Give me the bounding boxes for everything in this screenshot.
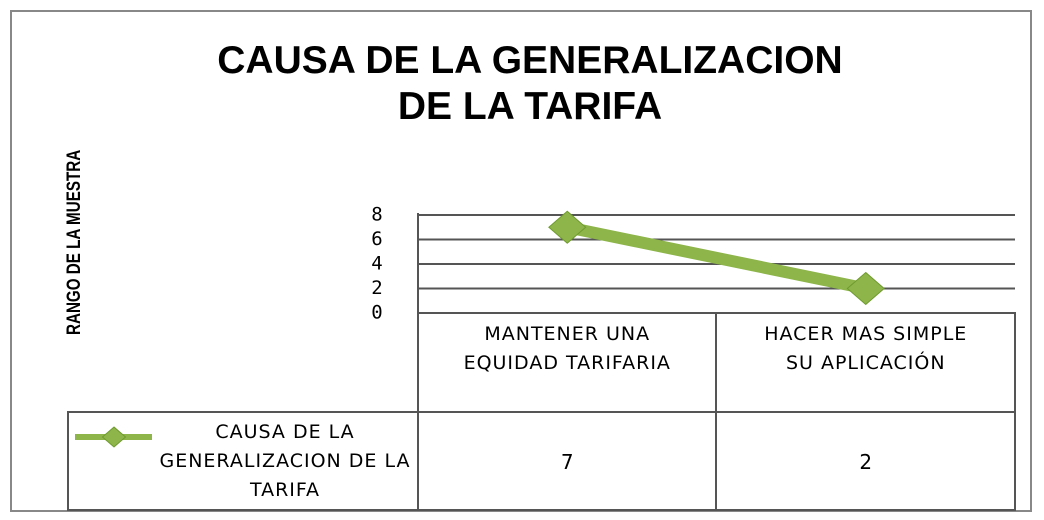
- category-label: MANTENER UNA EQUIDAD TARIFARIA: [463, 323, 671, 374]
- y-tick-label: 2: [371, 277, 382, 299]
- y-tick-label: 8: [371, 204, 382, 226]
- legend-label: CAUSA DE LA GENERALIZACION DE LA TARIFA: [159, 421, 411, 501]
- y-tick-label: 4: [371, 253, 382, 275]
- table-value: 2: [859, 450, 873, 474]
- y-axis-label: RANGO DE LA MUESTRA: [64, 149, 85, 335]
- line: [561, 221, 872, 295]
- marker: [101, 426, 127, 448]
- table-value: 7: [560, 450, 574, 474]
- chart-title: CAUSA DE LA GENERALIZACION DE LA TARIFA: [217, 39, 843, 128]
- category-label: HACER MAS SIMPLE SU APLICACIÓN: [764, 323, 968, 374]
- marker: [548, 210, 587, 244]
- y-tick-label: 0: [371, 302, 382, 324]
- y-tick-label: 6: [371, 228, 382, 250]
- marker: [846, 271, 885, 306]
